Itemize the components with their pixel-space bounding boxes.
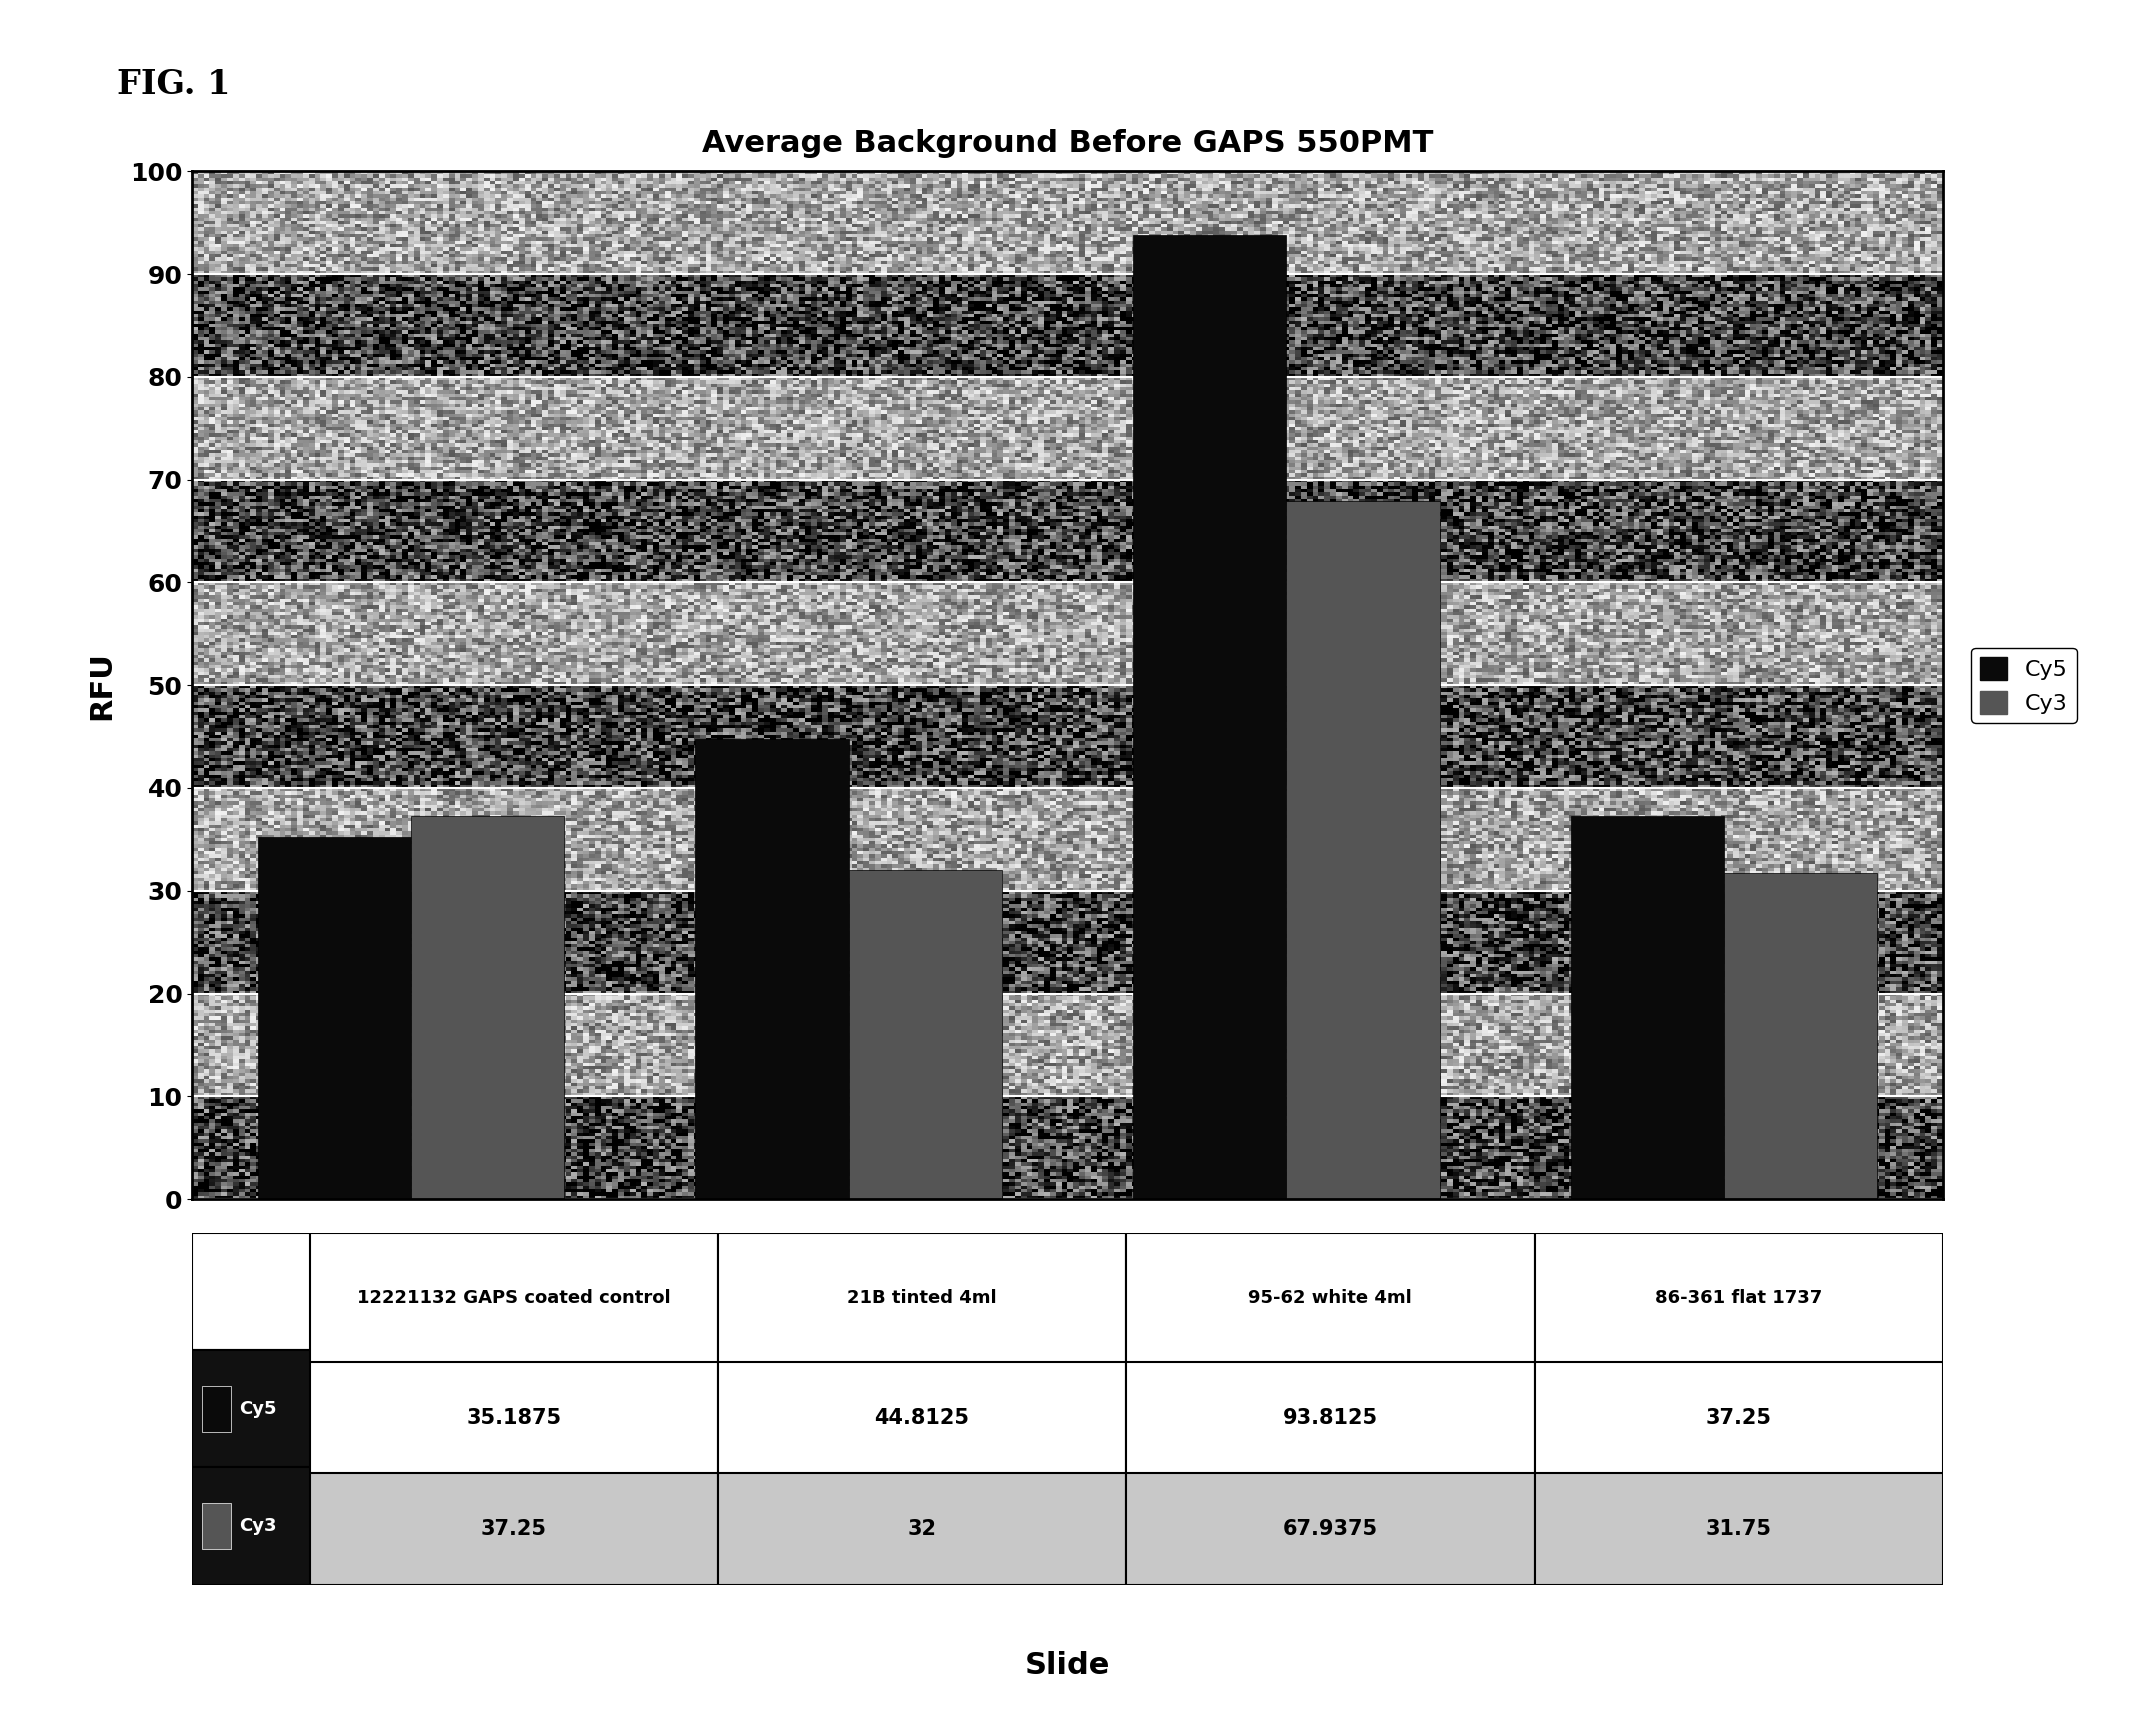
Bar <box>717 1473 1127 1585</box>
Bar <box>1535 1233 1943 1362</box>
Text: 37.25: 37.25 <box>1706 1408 1772 1427</box>
Bar <box>201 1386 231 1432</box>
Bar <box>192 1233 310 1350</box>
Text: 44.8125: 44.8125 <box>875 1408 969 1427</box>
Text: 95-62 white 4ml: 95-62 white 4ml <box>1249 1288 1411 1307</box>
Bar <box>201 1502 231 1549</box>
Text: Cy3: Cy3 <box>239 1518 278 1535</box>
Bar <box>258 838 410 1199</box>
Bar <box>717 1362 1127 1473</box>
Text: 86-361 flat 1737: 86-361 flat 1737 <box>1655 1288 1823 1307</box>
Bar <box>1535 1473 1943 1585</box>
Y-axis label: RFU: RFU <box>88 651 115 719</box>
Bar <box>1134 235 1285 1199</box>
Text: FIG. 1: FIG. 1 <box>117 69 231 101</box>
Bar <box>1535 1362 1943 1473</box>
Title: Average Background Before GAPS 550PMT: Average Background Before GAPS 550PMT <box>702 128 1433 158</box>
Bar <box>1127 1362 1535 1473</box>
Text: 12221132 GAPS coated control: 12221132 GAPS coated control <box>357 1288 670 1307</box>
Legend: Cy5, Cy3: Cy5, Cy3 <box>1971 648 2077 723</box>
Text: 32: 32 <box>907 1519 937 1538</box>
Text: 21B tinted 4ml: 21B tinted 4ml <box>848 1288 997 1307</box>
Text: 93.8125: 93.8125 <box>1283 1408 1377 1427</box>
Bar <box>1127 1473 1535 1585</box>
Bar <box>310 1473 717 1585</box>
Bar <box>192 1468 310 1585</box>
Bar <box>1127 1233 1535 1362</box>
Text: Slide: Slide <box>1025 1651 1110 1679</box>
Text: 35.1875: 35.1875 <box>465 1408 562 1427</box>
Bar <box>848 870 1001 1199</box>
Bar <box>310 1362 717 1473</box>
Bar <box>1285 500 1439 1199</box>
Text: 37.25: 37.25 <box>480 1519 547 1538</box>
Bar <box>410 817 564 1199</box>
Bar <box>696 738 848 1199</box>
Bar <box>1723 874 1877 1199</box>
Bar <box>1571 817 1725 1199</box>
Bar <box>310 1233 717 1362</box>
Text: 67.9375: 67.9375 <box>1283 1519 1377 1538</box>
Bar <box>192 1350 310 1468</box>
Text: 31.75: 31.75 <box>1706 1519 1772 1538</box>
Text: Cy5: Cy5 <box>239 1400 278 1418</box>
Bar <box>717 1233 1127 1362</box>
